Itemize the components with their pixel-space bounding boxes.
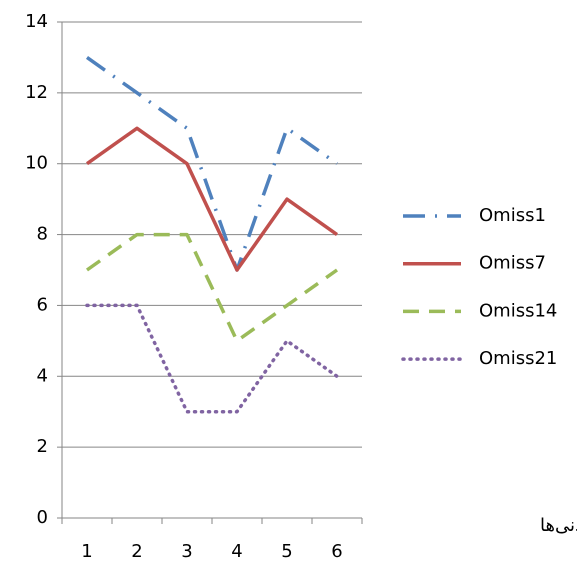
series-line [85,232,339,343]
legend-label: Omiss1 [479,205,546,226]
x-tick-label: 2 [131,541,142,562]
x-tick-label: 1 [81,541,92,562]
y-tick-label: 2 [37,436,48,457]
legend-label: Omiss7 [479,253,546,274]
legend-label: Omiss21 [479,348,557,369]
legend-label: Omiss14 [479,300,557,321]
x-tick-label: 4 [231,541,242,562]
y-tick-label: 8 [37,224,48,245]
series-line [85,126,339,272]
y-tick-label: 12 [25,82,48,103]
y-tick-label: 0 [37,507,48,528]
x-tick-label: 5 [281,541,292,562]
x-tick-label: 3 [181,541,192,562]
y-tick-label: 6 [37,294,48,315]
y-tick-label: 14 [25,11,48,32]
x-axis-label: آزمودنی‌ها [540,513,577,536]
y-tick-label: 4 [37,365,48,386]
y-tick-label: 10 [25,153,48,174]
series-line [85,56,339,272]
series-line [85,303,339,414]
x-tick-label: 6 [331,541,342,562]
